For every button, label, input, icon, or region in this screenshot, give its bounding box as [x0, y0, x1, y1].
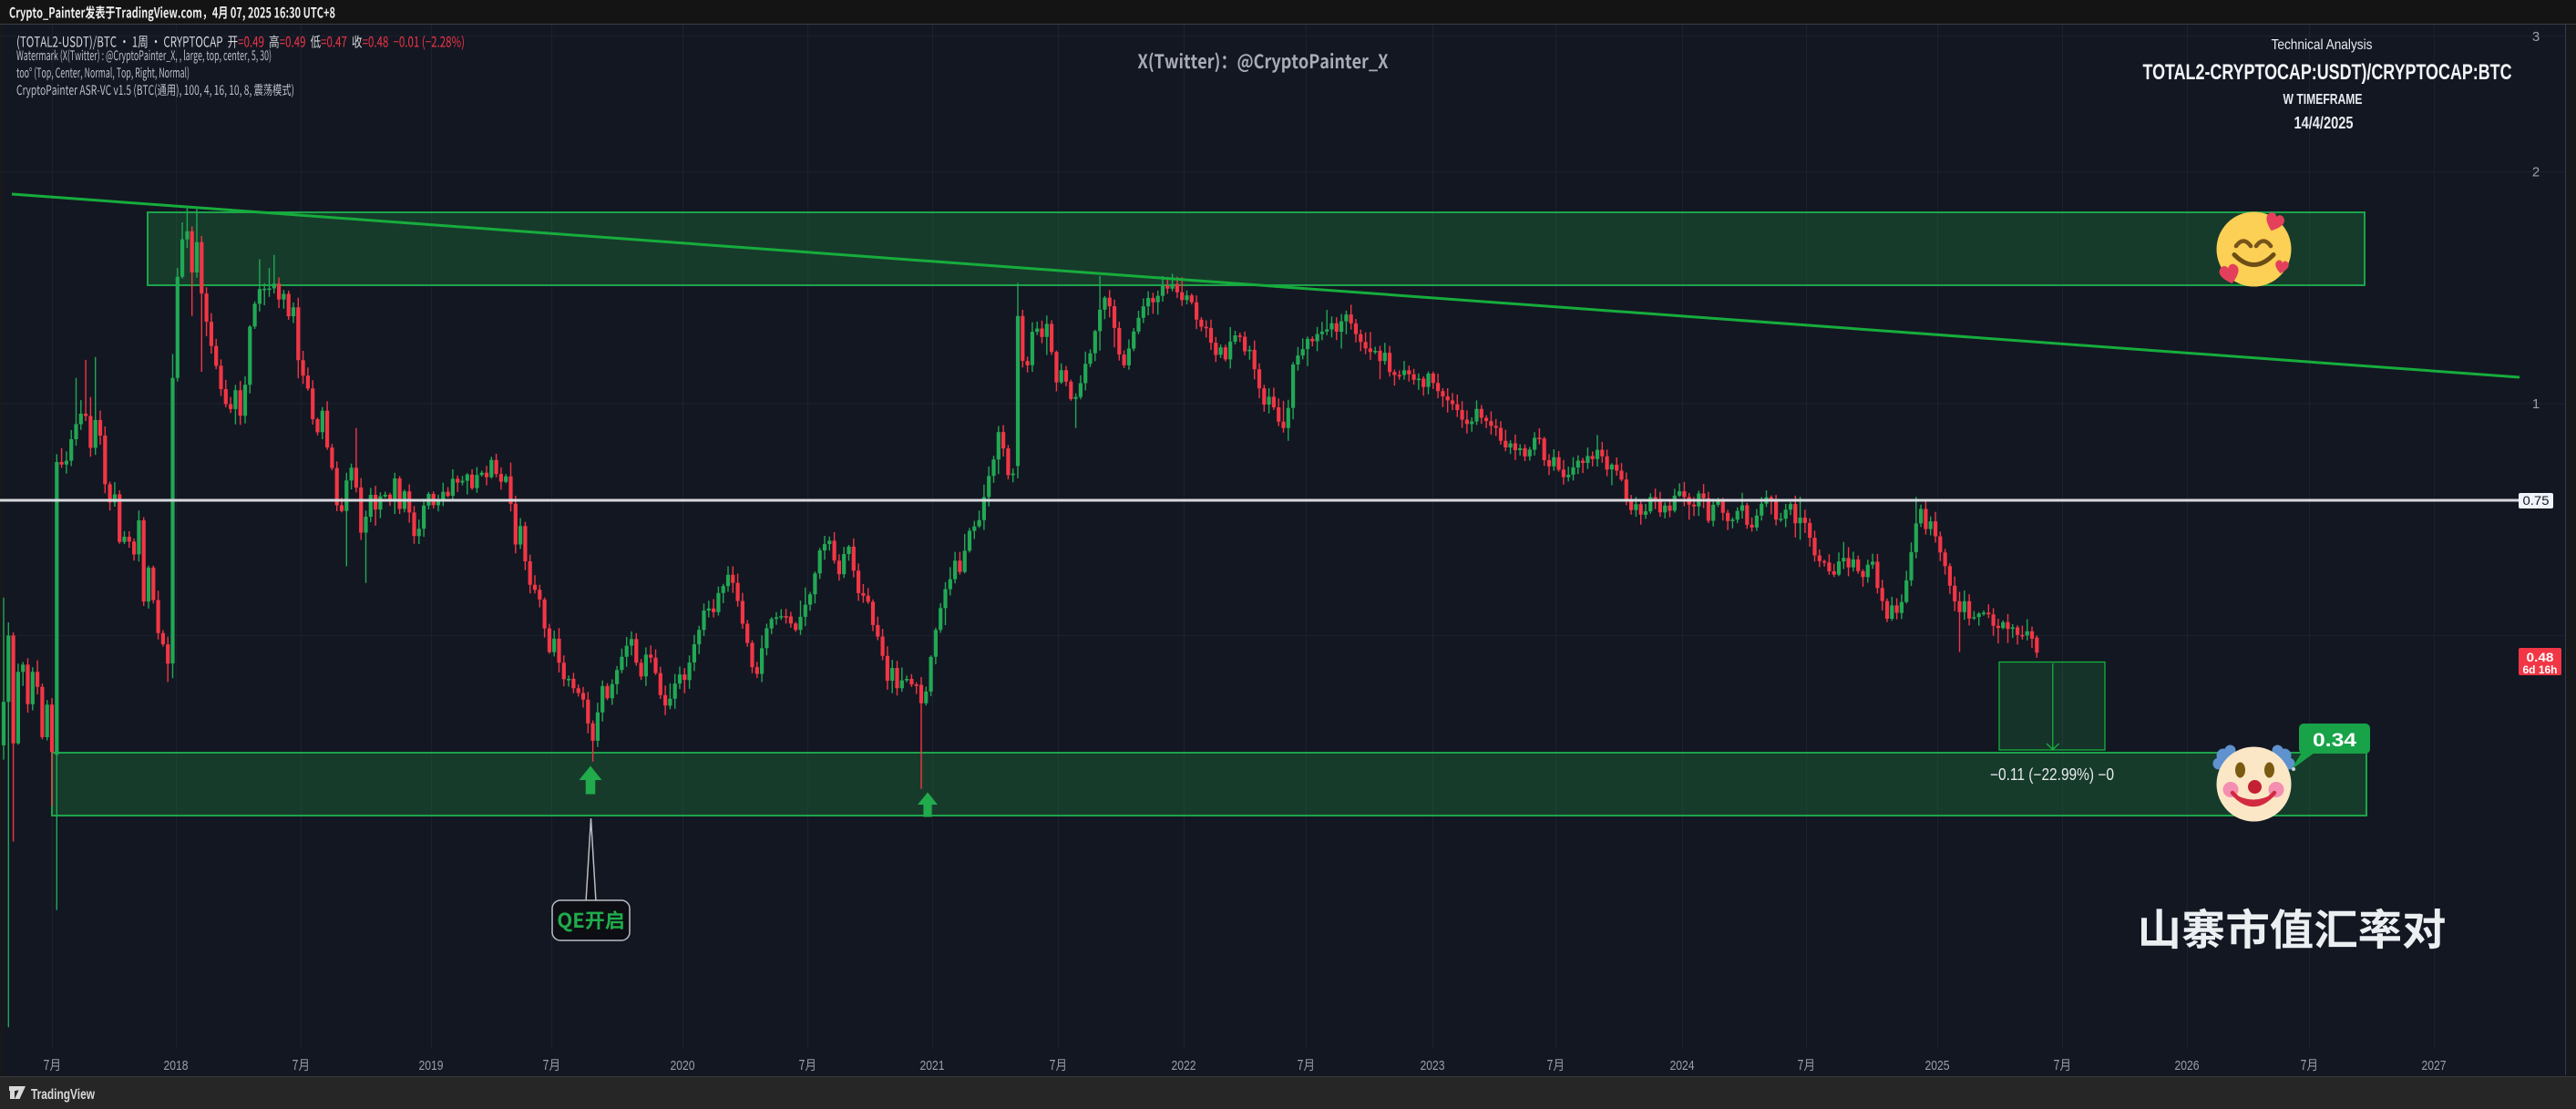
svg-text:2026: 2026 — [2175, 1058, 2200, 1073]
svg-text:−0.11 (−22.99%) −0: −0.11 (−22.99%) −0 — [1990, 765, 2114, 784]
svg-text:2019: 2019 — [419, 1058, 444, 1073]
svg-text:Technical Analysis: Technical Analysis — [2272, 37, 2373, 53]
svg-text:TOTAL2-CRYPTOCAP:USDT)/CRYPTOC: TOTAL2-CRYPTOCAP:USDT)/CRYPTOCAP:BTC — [2143, 60, 2512, 85]
svg-text:2: 2 — [2532, 165, 2540, 180]
svg-text:6d 16h: 6d 16h — [2523, 663, 2558, 676]
svg-text:2018: 2018 — [164, 1058, 189, 1073]
svg-text:2025: 2025 — [1925, 1058, 1950, 1073]
svg-text:2020: 2020 — [671, 1058, 695, 1073]
svg-text:W TIMEFRAME: W TIMEFRAME — [2284, 92, 2363, 108]
svg-text:2021: 2021 — [920, 1058, 945, 1073]
svg-text:2027: 2027 — [2422, 1058, 2447, 1073]
svg-text:14/4/2025: 14/4/2025 — [2294, 114, 2354, 132]
svg-text:0.75: 0.75 — [2523, 494, 2550, 508]
svg-text:0.34: 0.34 — [2313, 730, 2356, 751]
svg-text:0.48: 0.48 — [2527, 651, 2555, 664]
svg-text:3: 3 — [2532, 29, 2540, 45]
svg-text:2024: 2024 — [1670, 1058, 1695, 1073]
svg-text:1: 1 — [2532, 396, 2540, 412]
svg-text:2022: 2022 — [1172, 1058, 1196, 1073]
svg-text:2023: 2023 — [1421, 1058, 1445, 1073]
svg-text:TradingView: TradingView — [31, 1087, 95, 1103]
